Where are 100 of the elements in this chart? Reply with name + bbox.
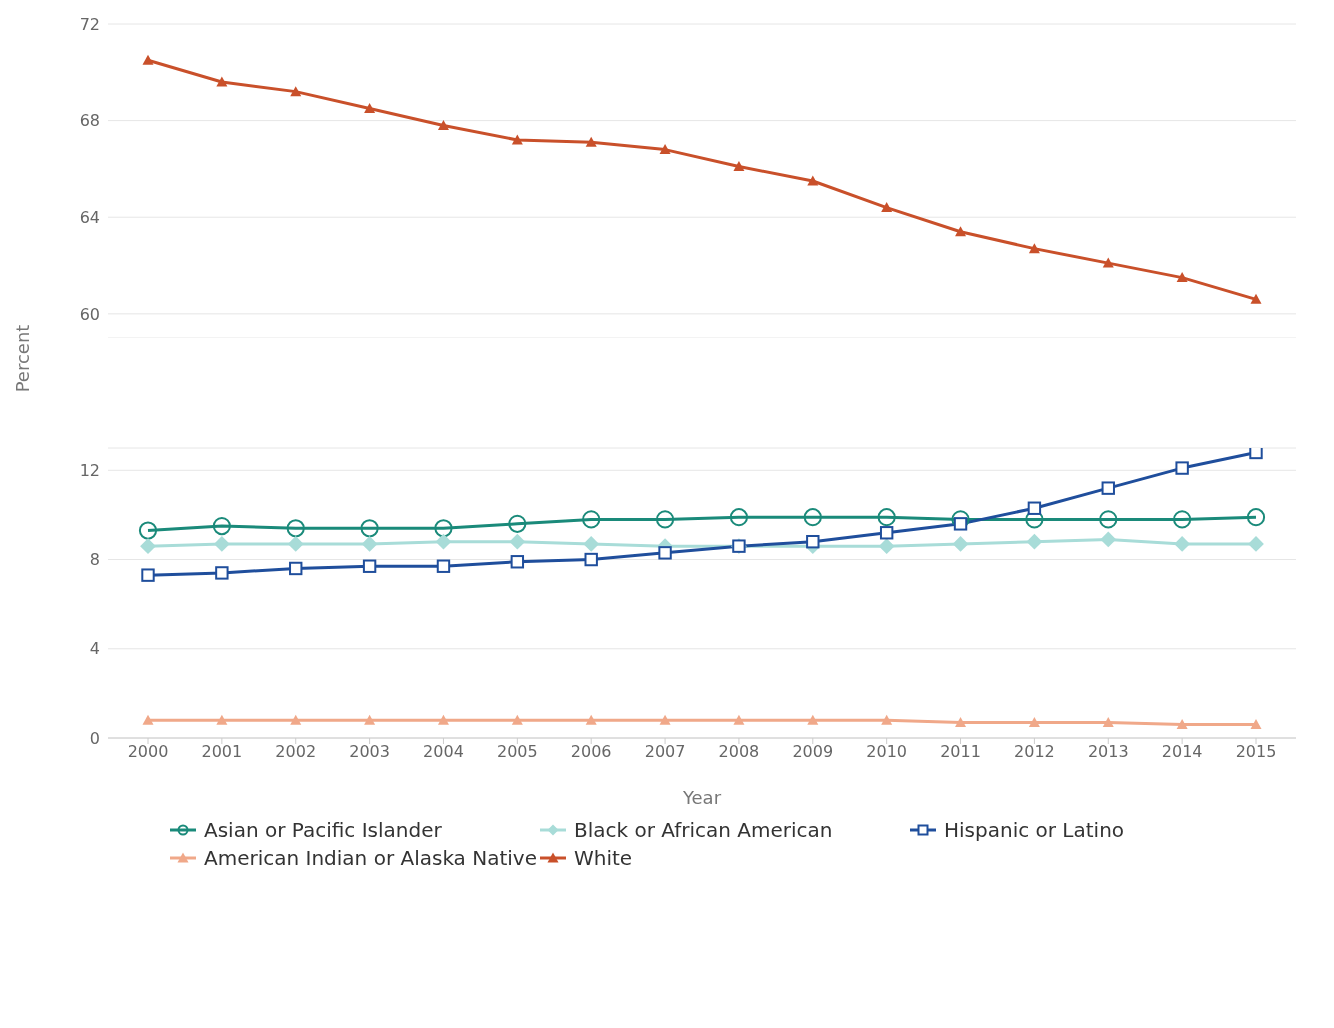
x-tick-label: 2005 xyxy=(496,742,538,762)
point xyxy=(361,536,378,552)
point xyxy=(509,533,526,550)
point xyxy=(212,516,231,536)
point xyxy=(138,521,158,540)
point xyxy=(1246,508,1266,527)
point xyxy=(806,534,820,549)
point xyxy=(290,714,302,725)
point xyxy=(289,561,303,576)
point xyxy=(1176,719,1188,730)
point xyxy=(216,714,228,725)
x-tick-label: 2011 xyxy=(940,742,981,762)
point xyxy=(213,536,230,552)
point xyxy=(881,714,893,725)
legend-label: Hispanic or Latino xyxy=(944,818,1125,842)
point xyxy=(1026,533,1043,550)
point xyxy=(1250,719,1262,730)
y-tick-label: 68 xyxy=(79,111,100,131)
y-tick-label: 64 xyxy=(79,207,100,227)
point xyxy=(729,508,749,527)
point xyxy=(1028,716,1040,727)
point xyxy=(436,559,451,573)
point xyxy=(952,536,969,552)
x-tick-label: 2001 xyxy=(201,742,243,762)
legend-label: Black or African American xyxy=(574,818,833,842)
point xyxy=(511,134,523,145)
point xyxy=(659,714,671,725)
point xyxy=(360,519,379,538)
point xyxy=(215,566,229,580)
x-axis-title: Year xyxy=(681,787,722,808)
point xyxy=(364,714,376,725)
point xyxy=(434,519,453,538)
point xyxy=(435,533,452,550)
point xyxy=(1028,243,1040,254)
x-tick-label: 2006 xyxy=(570,742,612,762)
point xyxy=(953,517,968,531)
y-tick-label: 60 xyxy=(79,304,100,324)
point xyxy=(287,536,304,552)
point xyxy=(362,559,377,573)
point xyxy=(1101,481,1115,495)
x-tick-label: 2007 xyxy=(644,742,686,762)
point xyxy=(142,54,154,65)
point xyxy=(584,552,598,567)
x-tick-label: 2000 xyxy=(127,742,169,762)
point xyxy=(807,175,819,186)
x-tick-label: 2012 xyxy=(1014,742,1055,762)
point xyxy=(585,136,597,147)
point xyxy=(1176,272,1188,283)
point xyxy=(510,555,525,569)
point xyxy=(1027,501,1042,515)
point xyxy=(803,508,822,527)
point xyxy=(879,526,894,540)
point xyxy=(1099,510,1118,529)
y-tick-label: 0 xyxy=(89,728,100,748)
point xyxy=(1173,510,1192,529)
y-tick-label: 4 xyxy=(89,639,100,659)
point xyxy=(1248,536,1264,552)
point xyxy=(1250,293,1262,304)
x-tick-label: 2008 xyxy=(718,742,760,762)
point xyxy=(1100,531,1117,548)
point xyxy=(955,226,967,237)
point xyxy=(807,714,819,725)
point xyxy=(286,519,305,538)
y-tick-label: 72 xyxy=(79,14,100,34)
x-tick-label: 2003 xyxy=(349,742,390,762)
x-tick-label: 2014 xyxy=(1161,742,1203,762)
point xyxy=(142,714,154,725)
point xyxy=(511,714,523,725)
point xyxy=(141,568,155,582)
x-tick-label: 2004 xyxy=(423,742,464,762)
point xyxy=(1175,461,1189,475)
point xyxy=(733,161,745,172)
point xyxy=(585,714,597,725)
point xyxy=(290,86,302,97)
point xyxy=(878,538,895,555)
x-tick-label: 2002 xyxy=(275,742,317,762)
legend-label: Asian or Pacific Islander xyxy=(204,818,442,842)
point xyxy=(140,538,156,555)
point xyxy=(583,536,600,552)
point xyxy=(216,76,228,87)
point xyxy=(1174,536,1191,552)
point xyxy=(658,546,672,560)
point xyxy=(1249,448,1263,460)
point xyxy=(508,514,527,533)
point xyxy=(437,119,449,130)
y-tick-label: 8 xyxy=(89,550,100,570)
x-tick-label: 2009 xyxy=(792,742,834,762)
x-tick-label: 2013 xyxy=(1087,742,1129,762)
point xyxy=(364,103,376,114)
point xyxy=(582,510,601,529)
point xyxy=(1102,716,1114,727)
point xyxy=(955,716,967,727)
x-tick-label: 2010 xyxy=(866,742,908,762)
point xyxy=(733,714,745,725)
point xyxy=(1102,257,1114,268)
y-axis-title: Percent xyxy=(12,324,34,392)
x-tick-label: 2015 xyxy=(1235,742,1277,762)
legend-label: American Indian or Alaska Native xyxy=(204,846,537,870)
y-tick-label: 12 xyxy=(79,460,100,480)
point xyxy=(437,714,449,725)
